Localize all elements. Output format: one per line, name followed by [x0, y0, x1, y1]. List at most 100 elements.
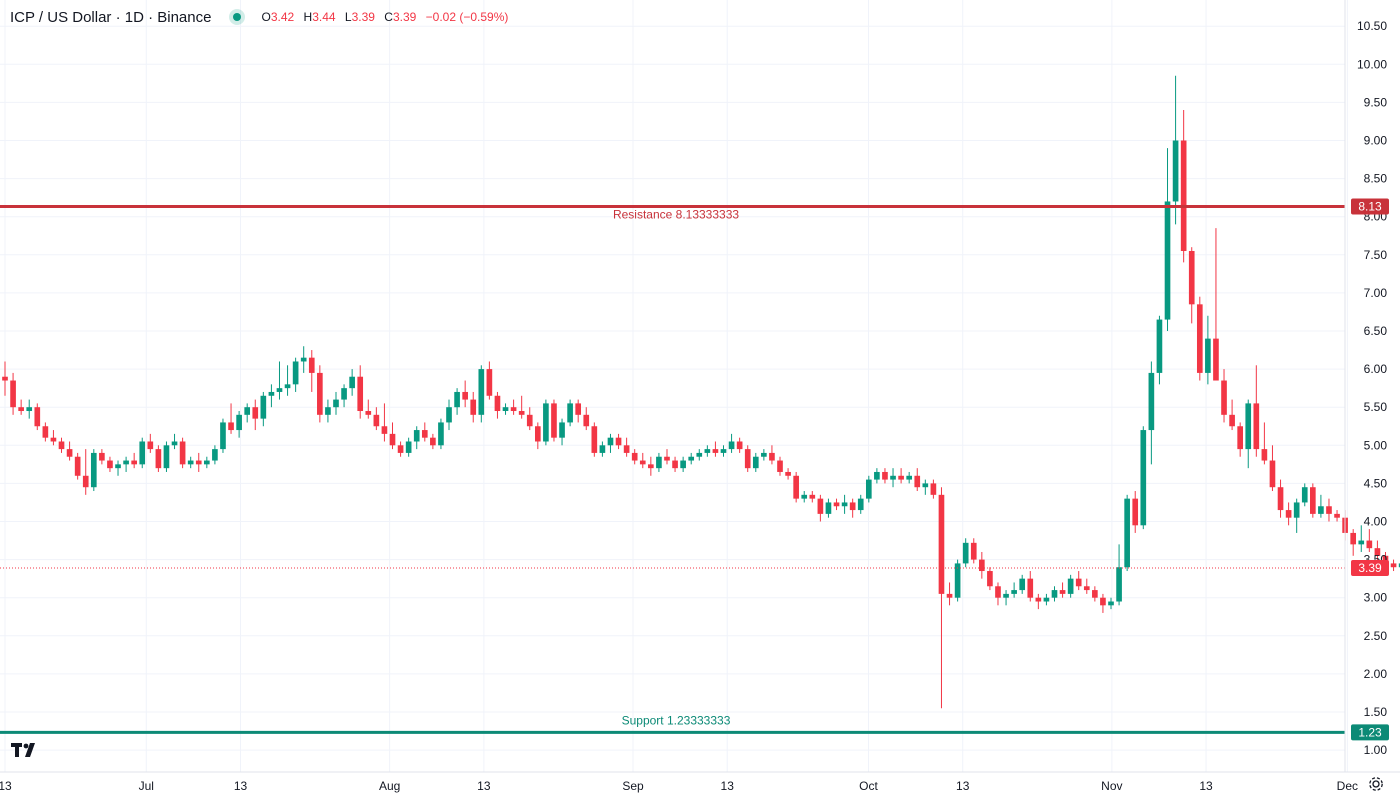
- candle: [276, 361, 283, 400]
- candle-body: [66, 449, 73, 457]
- candle-body: [179, 441, 186, 465]
- candle: [1205, 315, 1211, 385]
- candle: [1172, 75, 1179, 225]
- candle: [50, 430, 57, 446]
- candle: [228, 403, 234, 434]
- candle: [575, 399, 582, 423]
- candle-body: [865, 479, 872, 499]
- candle-body: [712, 449, 719, 453]
- settings-gear-icon[interactable]: [1366, 774, 1386, 794]
- resistance-badge-box: [1351, 198, 1389, 215]
- candle: [147, 433, 154, 453]
- candle: [187, 456, 194, 469]
- candle: [1253, 365, 1260, 457]
- candle: [42, 422, 49, 442]
- candle-body: [308, 357, 315, 373]
- candle-body: [244, 407, 251, 415]
- market-status-icon: [233, 13, 242, 21]
- candles: [2, 75, 1400, 709]
- time-tick-label: 13: [234, 779, 248, 793]
- candle-body: [841, 502, 848, 507]
- candle: [34, 403, 41, 431]
- candle-body: [987, 571, 993, 587]
- candle: [405, 437, 412, 457]
- price-tick-label: 10.00: [1357, 57, 1387, 71]
- candle-body: [639, 460, 646, 465]
- candle: [123, 456, 129, 472]
- candle-body: [212, 449, 218, 461]
- candle: [720, 445, 727, 457]
- candle: [1277, 479, 1284, 518]
- candle: [704, 445, 711, 457]
- candle: [970, 538, 977, 564]
- candle: [607, 433, 614, 453]
- candle: [1003, 590, 1009, 606]
- tradingview-logo-icon[interactable]: [8, 738, 42, 762]
- candle-body: [1358, 540, 1365, 545]
- candle: [1035, 593, 1042, 610]
- time-axis[interactable]: 13Jul13Aug13Sep13Oct13Nov13Dec13: [0, 779, 1400, 793]
- time-tick-label: Jul: [139, 779, 154, 793]
- candle-body: [591, 426, 598, 453]
- candle: [752, 452, 759, 472]
- candle-body: [107, 460, 113, 469]
- candle-body: [163, 445, 170, 469]
- candle-body: [526, 414, 533, 427]
- candle-body: [357, 376, 364, 412]
- candle: [1092, 586, 1098, 602]
- candle: [1188, 247, 1195, 324]
- resistance-badge-text: 8.13: [1358, 200, 1382, 214]
- candle: [599, 441, 606, 457]
- candle: [1019, 574, 1026, 594]
- candle: [397, 441, 404, 457]
- price-axis[interactable]: 10.5010.009.509.008.508.007.507.006.506.…: [1357, 19, 1387, 757]
- symbol-title[interactable]: ICP / US Dollar · 1D · Binance: [10, 8, 212, 26]
- candle-body: [769, 452, 775, 461]
- candle: [551, 399, 557, 442]
- candle-body: [1293, 502, 1300, 518]
- candle: [890, 468, 896, 488]
- candle-body: [551, 403, 557, 438]
- candle-body: [1374, 548, 1381, 556]
- candle-body: [317, 372, 323, 415]
- candle: [413, 426, 420, 450]
- price-levels: Resistance 8.13333333 Support 1.23333333: [0, 205, 1345, 734]
- candle-body: [874, 471, 880, 480]
- candle: [1229, 399, 1235, 431]
- candle: [1124, 494, 1130, 572]
- time-tick-label: 13: [1199, 779, 1213, 793]
- time-tick-label: 13: [477, 779, 491, 793]
- candle-body: [777, 460, 783, 472]
- candle-body: [1003, 593, 1009, 598]
- candle-body: [1188, 250, 1195, 305]
- candle-body: [365, 411, 372, 415]
- candle: [954, 559, 961, 602]
- price-tick-label: 7.50: [1364, 248, 1388, 262]
- candle-body: [898, 475, 904, 480]
- candle-body: [1382, 555, 1389, 564]
- candle: [502, 403, 509, 415]
- candle: [728, 433, 735, 453]
- candle-body: [688, 456, 695, 461]
- candle: [252, 399, 259, 431]
- candle-body: [1229, 414, 1235, 427]
- candle-body: [405, 441, 412, 453]
- candle-body: [203, 460, 210, 465]
- candle: [107, 456, 113, 472]
- candle: [438, 418, 444, 450]
- candle: [325, 399, 331, 423]
- candle: [615, 433, 622, 450]
- candle-body: [1043, 597, 1050, 602]
- candle-body: [954, 563, 961, 598]
- candle-body: [1172, 140, 1179, 202]
- candle: [1067, 574, 1074, 598]
- candle: [672, 456, 678, 472]
- last-price-badge-text: 3.39: [1358, 561, 1382, 575]
- time-tick-label: 13: [0, 779, 12, 793]
- candle: [518, 395, 525, 419]
- candle: [381, 403, 388, 442]
- candle: [882, 468, 888, 484]
- candle: [543, 399, 549, 446]
- candle-body: [1075, 578, 1082, 587]
